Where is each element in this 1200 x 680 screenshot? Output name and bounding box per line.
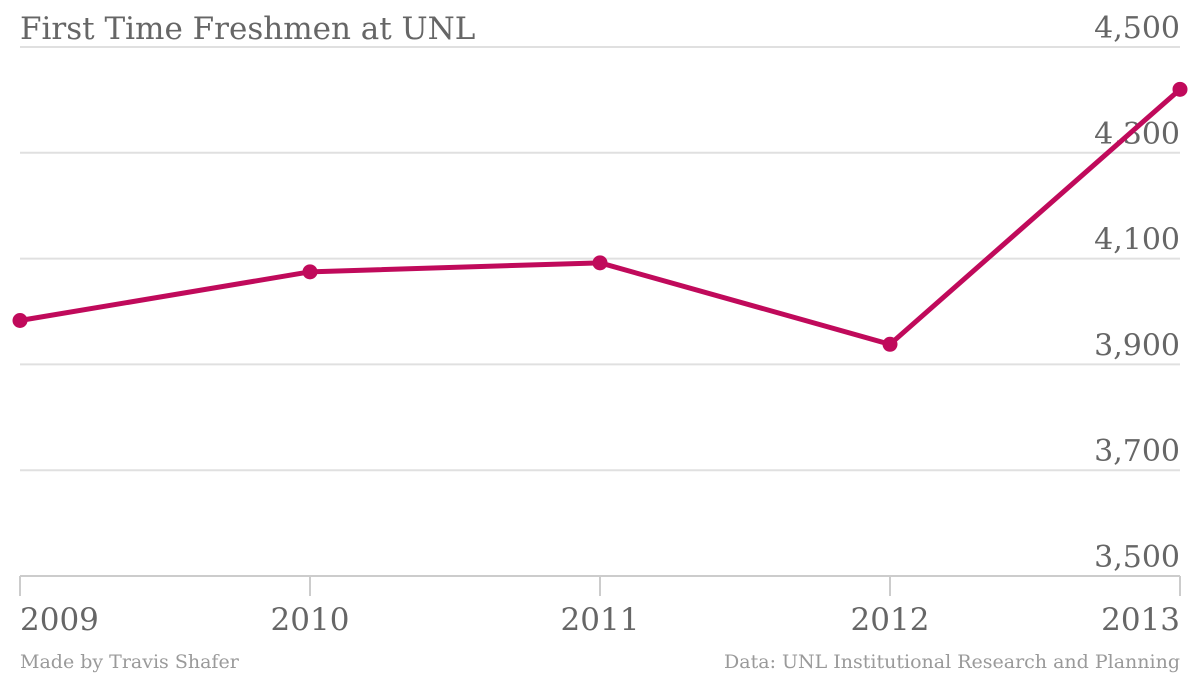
data-point	[1172, 81, 1188, 97]
x-tick-labels: 2009 2010 2011 2012 2013	[19, 576, 1181, 638]
data-point	[302, 264, 318, 280]
credit-text: Made by Travis Shafer	[20, 651, 240, 673]
x-tick-label: 2009	[20, 602, 99, 638]
data-point	[882, 336, 898, 352]
series-line	[17, 86, 1183, 347]
y-tick-labels: 3,500 3,700 3,900 4,100 4,300 4,500	[1094, 11, 1180, 575]
x-tick-label: 2010	[271, 602, 350, 638]
y-tick-label: 4,500	[1094, 11, 1180, 46]
data-point	[12, 312, 28, 328]
x-tick-label: 2013	[1101, 602, 1180, 638]
y-tick-label: 4,300	[1094, 117, 1180, 152]
data-point	[592, 255, 608, 271]
gridlines	[20, 46, 1180, 577]
x-tick-label: 2011	[561, 602, 640, 638]
chart-title: First Time Freshmen at UNL	[20, 11, 475, 47]
y-tick-label: 3,900	[1094, 328, 1180, 363]
y-tick-label: 3,500	[1094, 540, 1180, 575]
y-tick-label: 3,700	[1094, 434, 1180, 469]
source-text: Data: UNL Institutional Research and Pla…	[724, 651, 1180, 673]
y-tick-label: 4,100	[1094, 223, 1180, 258]
series	[12, 81, 1188, 352]
x-tick-label: 2012	[851, 602, 930, 638]
